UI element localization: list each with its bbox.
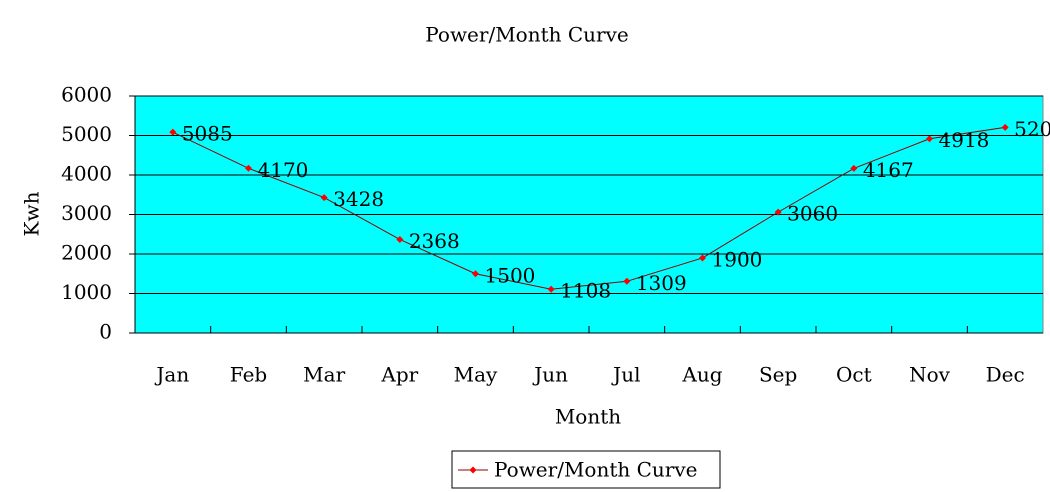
x-tick-label: Sep (759, 363, 797, 387)
marker (169, 128, 177, 136)
marker (547, 285, 555, 293)
marker (774, 208, 782, 216)
data-label: 3428 (333, 187, 384, 211)
x-tick-label: Apr (380, 363, 418, 387)
data-label: 2368 (409, 229, 460, 253)
y-tick-label: 5000 (61, 122, 112, 146)
marker (926, 135, 933, 143)
data-label: 1309 (636, 271, 687, 295)
data-label: 3060 (787, 202, 838, 226)
line (172, 126, 1006, 290)
x-tick-label: Jan (154, 363, 189, 387)
marker (1001, 123, 1009, 131)
y-tick-label: 3000 (61, 201, 112, 225)
data-label: 4167 (863, 158, 914, 182)
data-label: 5207 (1014, 117, 1050, 141)
x-tick-label: Jun (532, 363, 568, 387)
y-tick-label: 6000 (61, 83, 112, 107)
data-label: 1500 (485, 263, 536, 287)
data-label: 1108 (560, 279, 611, 303)
x-tick-label: Aug (681, 363, 722, 387)
x-tick-label: Nov (909, 363, 951, 387)
data-label: 1900 (712, 247, 763, 271)
y-tick-label: 4000 (61, 162, 112, 186)
marker (320, 194, 328, 202)
x-axis-label: Month (555, 405, 621, 429)
marker (623, 277, 631, 285)
x-tick-label: Feb (230, 363, 267, 387)
y-axis-label: Kwh (20, 191, 44, 236)
chart-title: Power/Month Curve (425, 23, 629, 47)
data-label: 4918 (939, 128, 990, 152)
data-label: 4170 (258, 158, 309, 182)
x-tick-label: Oct (836, 363, 872, 387)
marker (699, 254, 706, 262)
y-tick-label: 2000 (61, 241, 112, 265)
marker (396, 235, 404, 243)
x-tick-label: May (454, 363, 498, 387)
y-tick-label: 1000 (61, 280, 112, 304)
legend-box (451, 450, 721, 489)
data-label: 5085 (182, 122, 233, 146)
marker (850, 164, 858, 172)
x-tick-label: Mar (303, 363, 345, 387)
marker (245, 164, 252, 172)
y-tick-label: 0 (99, 320, 112, 344)
x-tick-label: Jul (611, 363, 640, 387)
x-tick-label: Dec (986, 363, 1025, 387)
marker (472, 270, 479, 278)
legend-label: Power/Month Curve (494, 458, 698, 482)
legend-marker (469, 466, 477, 474)
